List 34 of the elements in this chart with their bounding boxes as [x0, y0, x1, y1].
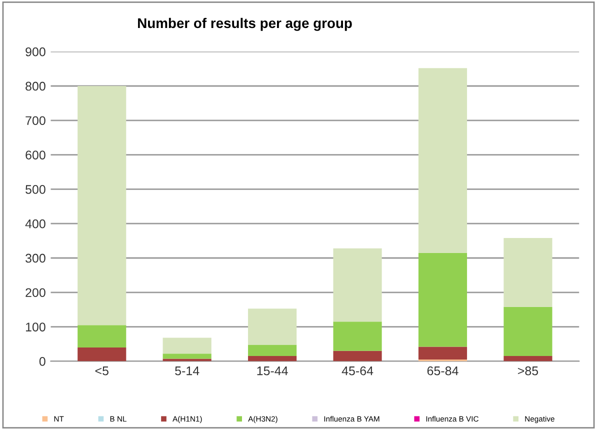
bar	[78, 325, 126, 348]
y-tick-label: 0	[39, 357, 46, 366]
bar	[162, 338, 212, 354]
chart-title: Number of results per age group	[138, 18, 352, 31]
x-tick-label: <5	[95, 366, 108, 376]
bar	[78, 86, 126, 326]
bar	[504, 306, 552, 356]
x-tick-label: >85	[518, 366, 538, 376]
bar	[418, 346, 468, 360]
bar	[333, 322, 382, 351]
bar	[162, 354, 212, 359]
bar	[248, 356, 297, 362]
y-tick-label: 200	[26, 288, 46, 298]
x-tick-label: 65-84	[427, 366, 458, 376]
bar	[248, 308, 297, 345]
bar	[333, 248, 382, 322]
y-tick-label: 800	[26, 82, 46, 91]
bar	[333, 350, 382, 362]
bar	[504, 238, 552, 307]
bar	[504, 356, 552, 362]
y-tick-label: 900	[26, 47, 46, 56]
y-tick-label: 600	[26, 150, 46, 160]
bar	[248, 344, 297, 356]
x-tick-label: 45-64	[342, 366, 374, 376]
y-tick-label: 700	[26, 116, 46, 126]
y-tick-label: 100	[26, 322, 46, 332]
bar	[418, 68, 468, 253]
x-tick-label: 5-14	[175, 366, 200, 376]
y-tick-label: 300	[26, 254, 46, 263]
bar	[418, 252, 468, 347]
y-tick-label: 500	[26, 185, 46, 194]
x-tick-label: 15-44	[257, 366, 288, 376]
y-tick-label: 400	[25, 219, 46, 228]
bar	[78, 347, 126, 362]
